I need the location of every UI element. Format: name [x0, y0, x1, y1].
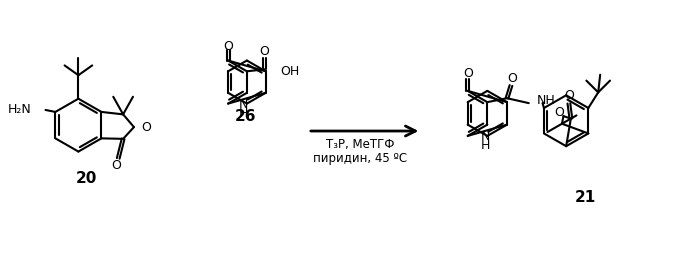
Text: O: O [554, 106, 564, 119]
Text: O: O [463, 67, 473, 80]
Text: O: O [260, 45, 270, 58]
Text: O: O [507, 72, 517, 85]
Text: H: H [238, 107, 248, 120]
Text: O: O [564, 89, 574, 102]
Text: 20: 20 [76, 171, 97, 186]
Text: N: N [238, 98, 248, 111]
Text: пиридин, 45 ºC: пиридин, 45 ºC [313, 152, 407, 165]
Text: O: O [111, 159, 121, 172]
Text: T₃P, МеТГФ: T₃P, МеТГФ [326, 138, 395, 151]
Text: NH: NH [537, 94, 555, 107]
Text: N: N [481, 130, 490, 143]
Text: H: H [481, 139, 490, 152]
Text: H₂N: H₂N [8, 103, 32, 117]
Text: 26: 26 [235, 109, 257, 124]
Text: O: O [141, 121, 150, 134]
Text: 21: 21 [575, 190, 596, 205]
Text: OH: OH [281, 65, 300, 78]
Text: O: O [223, 40, 233, 53]
